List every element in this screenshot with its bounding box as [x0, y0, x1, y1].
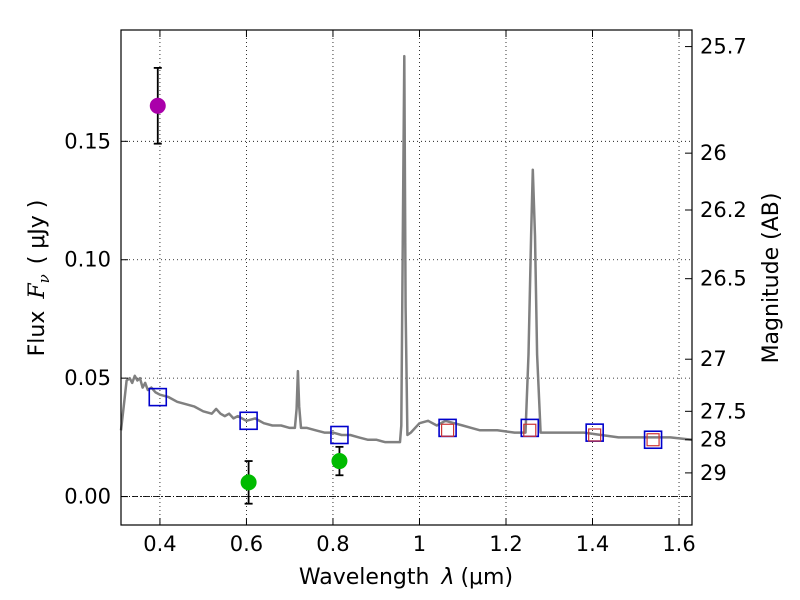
spectrum-line — [119, 54, 693, 444]
model-photometry-marker — [330, 425, 349, 445]
marker-layer — [148, 66, 663, 505]
observed-point — [331, 453, 348, 470]
x-tick-label: 0.6 — [230, 532, 263, 556]
observed-point — [149, 97, 166, 114]
x-tick-label: 1.4 — [576, 532, 609, 556]
x-tick-label: 0.4 — [143, 532, 176, 556]
y-tick-label: 0.15 — [64, 129, 111, 153]
observed-limit-marker — [523, 423, 537, 437]
x-axis-label: Wavelength λ (μm) — [299, 565, 513, 590]
tick-layer: 0.4 0.6 0.8 1 1.2 1.4 1.6 0.00 0.05 0.10 0.15 25.7 2… — [64, 30, 747, 556]
y-tick-label: 0.10 — [64, 248, 111, 272]
spectrum-layer — [119, 54, 693, 444]
observed-limit-marker — [588, 428, 602, 442]
x-tick-label: 0.8 — [316, 532, 349, 556]
model-photometry-marker — [239, 411, 258, 431]
model-photometry-marker — [148, 387, 168, 407]
y2-tick-label: 27.5 — [700, 399, 747, 423]
y2-tick-label: 26.5 — [700, 267, 747, 291]
y-tick-label: 0.05 — [64, 366, 111, 390]
y2-tick-label: 27 — [700, 347, 727, 371]
observed-limit-marker — [646, 433, 660, 447]
x-tick-label: 1.6 — [662, 532, 695, 556]
y2-tick-label: 26.2 — [700, 198, 747, 222]
x-tick-label: 1 — [413, 532, 426, 556]
y-tick-label: 0.00 — [64, 485, 111, 509]
y2-tick-label: 26 — [700, 141, 727, 165]
y2-tick-label: 29 — [700, 461, 727, 485]
x-tick-label: 1.2 — [489, 532, 522, 556]
y2-tick-label: 28 — [700, 428, 727, 452]
plot-frame — [120, 29, 693, 526]
observed-limit-marker — [440, 423, 455, 437]
y-axis-label: FluxFν( μJy ) — [25, 200, 53, 357]
y2-tick-label: 25.7 — [700, 35, 747, 59]
model-photometry-marker — [643, 430, 663, 450]
grid-layer — [121, 30, 692, 525]
observed-point — [240, 474, 257, 491]
y2-axis-label: Magnitude (AB) — [759, 193, 784, 364]
axis-layer — [120, 29, 693, 526]
